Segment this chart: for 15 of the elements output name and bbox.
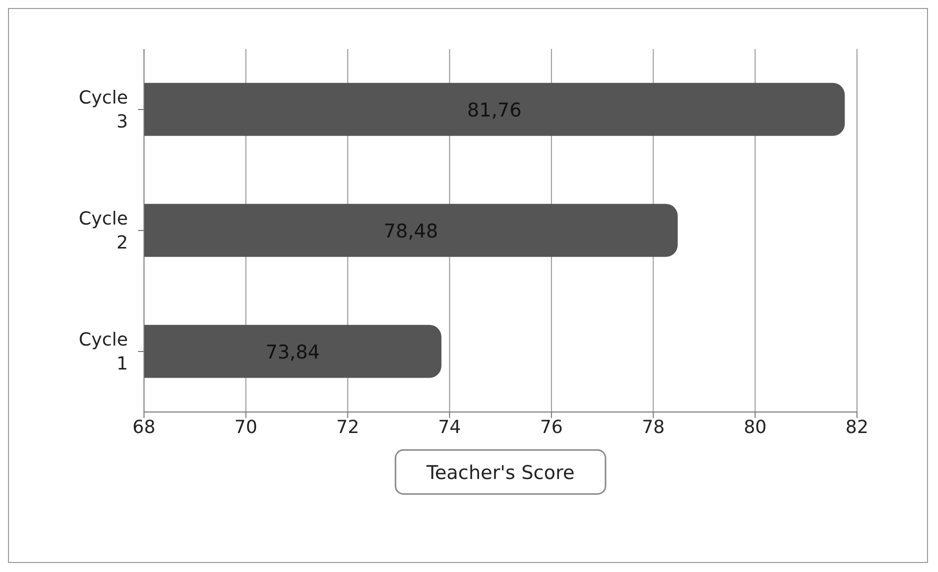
x-axis-title: Teacher's Score [425,462,575,484]
x-tick-label: 80 [744,416,767,438]
x-tick-label: 82 [846,416,868,438]
y-tick-label: Cycle 2 [78,208,128,254]
x-tick-label: 70 [234,416,258,438]
data-label: 81,76 [467,99,522,122]
data-label: 73,84 [266,341,320,364]
data-label: 78,48 [384,220,438,242]
x-tick-label: 74 [438,416,462,438]
x-tick-label: 76 [540,416,563,438]
y-tick-label: Cycle 3 [78,88,128,132]
x-tick-label: 68 [132,416,156,438]
x-tick-label: 72 [336,416,360,438]
x-tick-label: 78 [642,416,665,438]
y-tick-label: Cycle 1 [78,330,128,374]
